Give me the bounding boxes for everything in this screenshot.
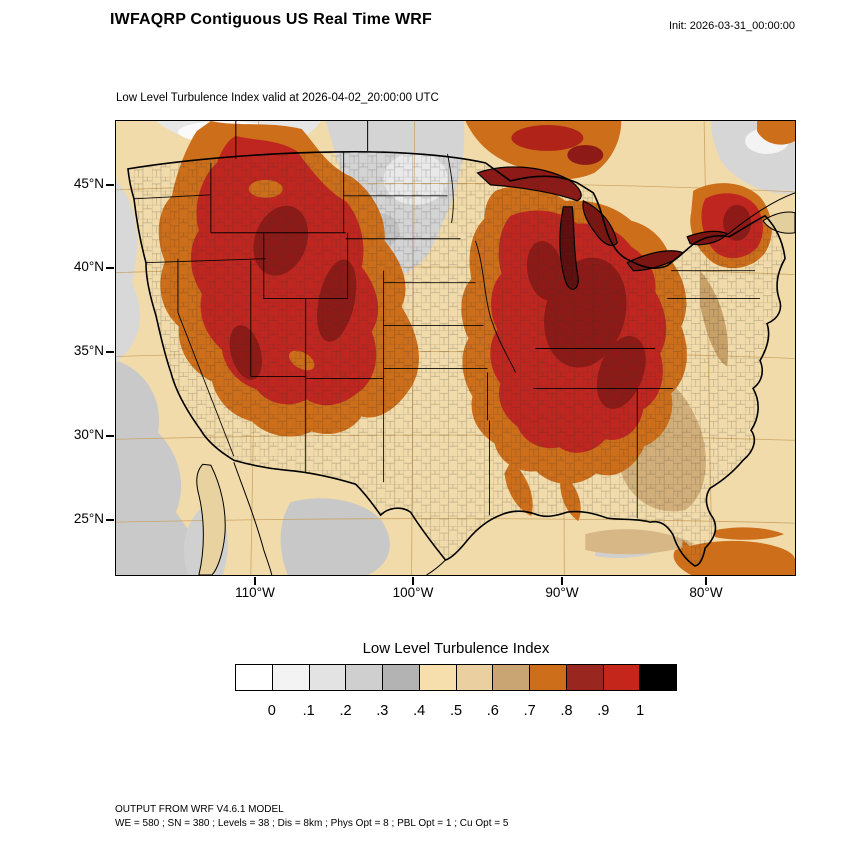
colorbar-tick-label: .5 bbox=[449, 703, 463, 719]
model-version-note: OUTPUT FROM WRF V4.6.1 MODEL bbox=[115, 804, 284, 815]
axis-tick bbox=[106, 351, 114, 353]
colorbar-cell bbox=[529, 664, 567, 691]
map-frame bbox=[115, 120, 796, 576]
colorbar-tick-label: .8 bbox=[560, 703, 573, 719]
init-timestamp: Init: 2026-03-31_00:00:00 bbox=[669, 20, 795, 32]
conus-map-svg bbox=[116, 121, 795, 575]
colorbar-cell bbox=[382, 664, 420, 691]
baja-california bbox=[196, 463, 226, 575]
colorbar-cell bbox=[565, 664, 604, 691]
colorbar-cell bbox=[492, 664, 530, 691]
colorbar-cell bbox=[602, 664, 641, 691]
colorbar-cell bbox=[271, 664, 310, 691]
lat-label-35n: 35°N bbox=[73, 343, 104, 358]
colorbar-tick-label: .9 bbox=[597, 703, 610, 719]
international-boundaries bbox=[233, 121, 795, 575]
colorbar-tick-label: .6 bbox=[486, 703, 499, 719]
colorbar-cell bbox=[345, 664, 383, 691]
model-config-note: WE = 580 ; SN = 380 ; Levels = 38 ; Dis … bbox=[115, 818, 509, 829]
maritime-coast bbox=[762, 211, 795, 234]
colorbar-cell bbox=[235, 664, 273, 691]
axis-tick bbox=[254, 577, 256, 585]
state-boundaries bbox=[133, 151, 761, 519]
axis-tick bbox=[705, 577, 707, 585]
colorbar-title: Low Level Turbulence Index bbox=[362, 640, 550, 657]
colorbar-tick-label: .2 bbox=[339, 703, 352, 719]
colorbar-tick-label: 0 bbox=[267, 703, 276, 719]
colorbar-cells bbox=[235, 664, 677, 691]
axis-tick bbox=[561, 577, 563, 585]
axis-tick bbox=[106, 519, 114, 521]
axis-tick bbox=[106, 184, 114, 186]
colorbar-tick-label: .3 bbox=[376, 703, 389, 719]
colorbar-cell bbox=[418, 664, 457, 691]
lat-label-25n: 25°N bbox=[73, 511, 104, 526]
colorbar-tick-label: .1 bbox=[302, 703, 315, 719]
axis-tick bbox=[412, 577, 414, 585]
valid-time-subtitle: Low Level Turbulence Index valid at 2026… bbox=[116, 92, 439, 104]
lon-label-100w: 100°W bbox=[392, 585, 434, 600]
axis-tick bbox=[106, 435, 114, 437]
colorbar-labels: 0 .1 .2 .3 .4 .5 .6 .7 .8 .9 1 bbox=[235, 703, 677, 721]
lat-label-40n: 40°N bbox=[73, 259, 104, 274]
turbulence-north-region bbox=[465, 121, 622, 180]
colorbar-tick-label: .4 bbox=[413, 703, 426, 719]
colorbar-tick-label: 1 bbox=[636, 703, 645, 719]
lon-label-90w: 90°W bbox=[545, 585, 579, 600]
lon-label-110w: 110°W bbox=[235, 585, 275, 600]
lat-label-45n: 45°N bbox=[73, 176, 104, 191]
colorbar-cell bbox=[308, 664, 347, 691]
lat-label-30n: 30°N bbox=[73, 427, 104, 442]
colorbar-tick-label: .7 bbox=[523, 703, 536, 719]
colorbar-cell bbox=[455, 664, 494, 691]
lon-label-80w: 80°W bbox=[689, 585, 723, 600]
page-title: IWFAQRP Contiguous US Real Time WRF bbox=[110, 11, 432, 28]
colorbar-cell bbox=[639, 664, 677, 691]
axis-tick bbox=[106, 267, 114, 269]
